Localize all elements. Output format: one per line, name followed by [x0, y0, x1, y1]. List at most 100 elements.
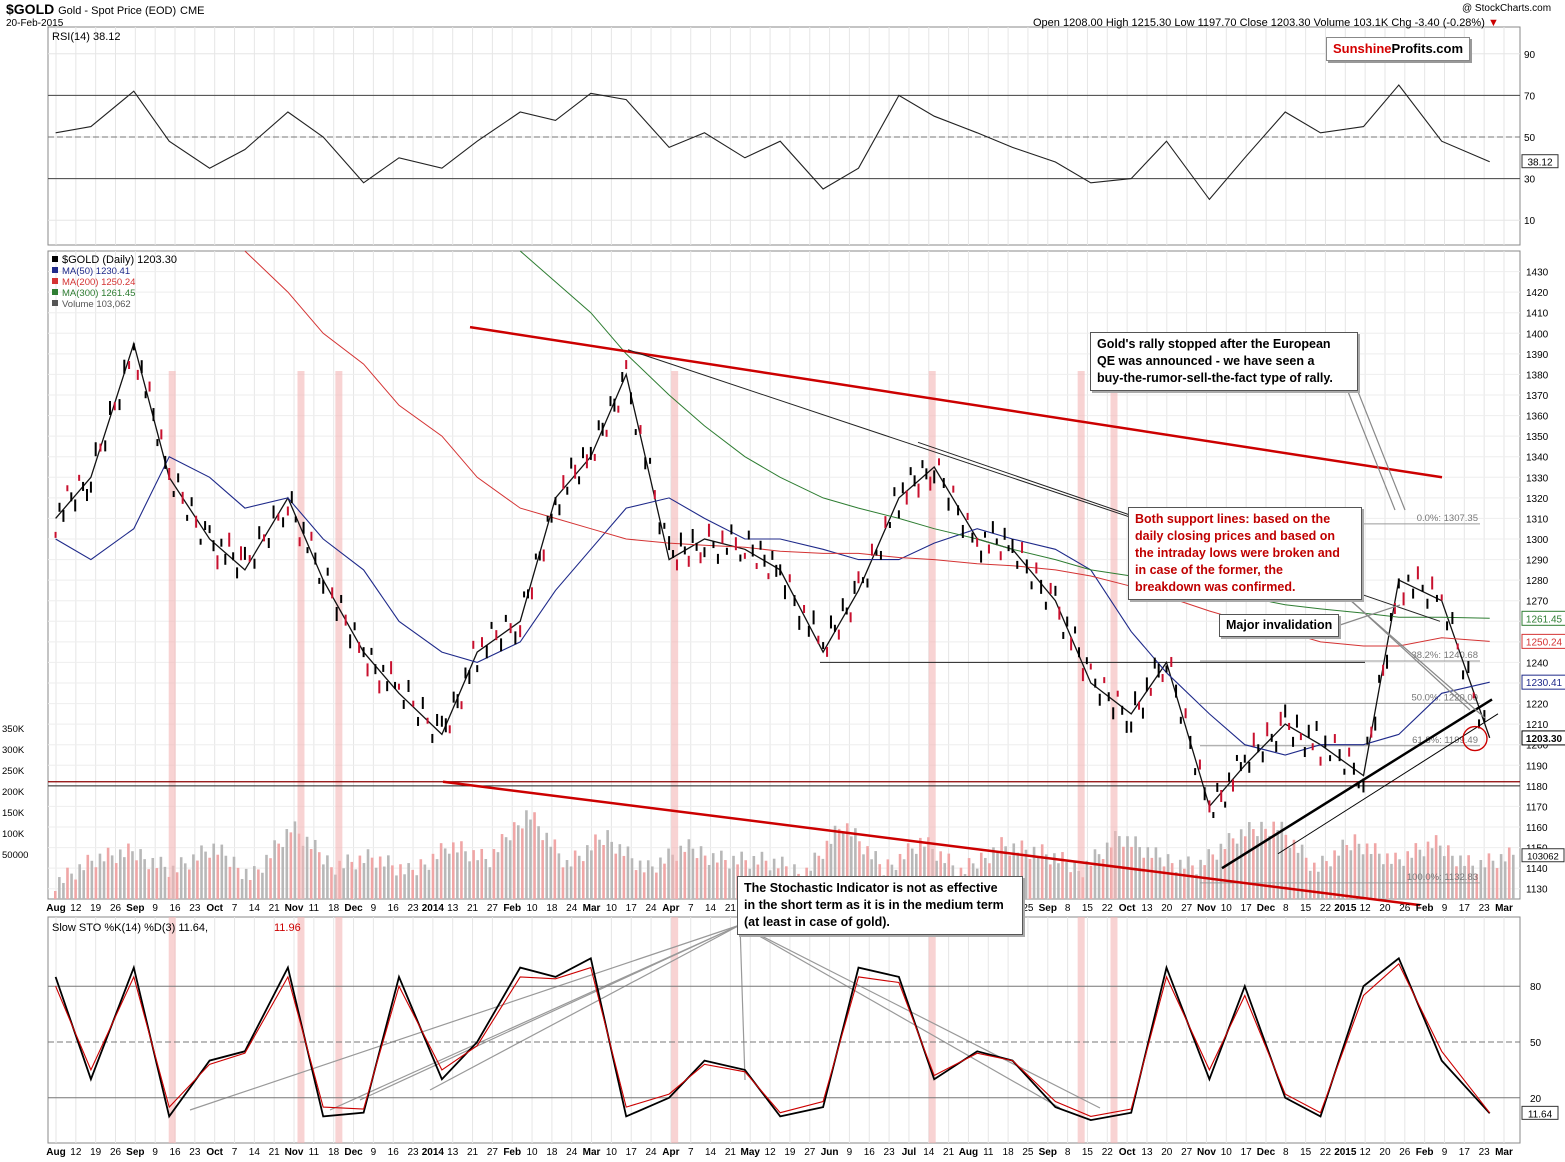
- stochastic-note-line: The Stochastic Indicator is not as effec…: [744, 881, 998, 895]
- volume-bar: [1292, 839, 1296, 899]
- x-axis-label: 27: [487, 903, 499, 914]
- price-line: [55, 341, 1491, 808]
- volume-bar: [102, 861, 106, 899]
- x-axis-label-bottom: 2014: [422, 1147, 445, 1157]
- highlight-band: [168, 371, 176, 899]
- x-axis-label-bottom: 22: [1320, 1147, 1332, 1157]
- volume-bar: [54, 891, 57, 899]
- volume-bar: [1430, 848, 1434, 899]
- volume-bar: [1317, 871, 1320, 899]
- volume-bar: [370, 857, 374, 899]
- x-axis-label: 20: [1161, 903, 1173, 914]
- volume-bar: [1073, 860, 1076, 899]
- volume-bar: [1093, 849, 1097, 899]
- volume-bar: [1296, 852, 1300, 899]
- volume-bar: [525, 810, 528, 899]
- symbol-text: $GOLD: [6, 1, 55, 17]
- volume-bar: [244, 868, 248, 899]
- volume-bar: [159, 856, 163, 899]
- highlight-band: [1077, 371, 1085, 899]
- volume-bar: [293, 821, 297, 899]
- date: 20-Feb-2015: [6, 18, 64, 29]
- volume-bar: [90, 860, 94, 899]
- support-note-line: in case of the former, the: [1135, 563, 1283, 577]
- volume-bar: [1337, 855, 1340, 899]
- volume-bar: [354, 869, 358, 899]
- x-axis-label-bottom: 16: [388, 1147, 400, 1157]
- volume-bar: [565, 860, 569, 899]
- x-axis-label: 15: [1300, 903, 1312, 914]
- volume-bar: [1377, 853, 1381, 899]
- brand-logo[interactable]: SunshineProfits.com: [1326, 37, 1470, 61]
- callout-line: [1349, 599, 1486, 719]
- x-axis-label-bottom: 9: [847, 1147, 853, 1157]
- volume-bar: [646, 860, 650, 899]
- volume-bar: [346, 854, 350, 899]
- volume-bar: [480, 848, 484, 899]
- stochastic-callout-line: [189, 924, 741, 1111]
- volume-bar: [1487, 853, 1491, 899]
- volume-bar: [634, 870, 638, 899]
- legend-ma50: MA(50) 1230.41: [62, 266, 130, 277]
- sto-legend: Slow STO %K(14) %D(3) 11.64,: [52, 922, 208, 934]
- x-axis-label-bottom: Mar: [583, 1147, 601, 1157]
- rsi-tick-label: 70: [1524, 91, 1536, 102]
- sto-tick-label: 80: [1530, 982, 1542, 993]
- x-axis-label-bottom: 16: [864, 1147, 876, 1157]
- volume-bar: [66, 867, 69, 899]
- volume-bar: [1272, 821, 1275, 899]
- x-axis-label: 10: [606, 903, 618, 914]
- volume-bar: [484, 859, 488, 899]
- callout-line: [1354, 383, 1406, 511]
- volume-bar: [679, 845, 683, 899]
- legend-swatch: [52, 289, 58, 295]
- volume-bar: [1264, 828, 1267, 899]
- x-axis-label: 22: [1320, 903, 1332, 914]
- x-axis-label-bottom: Oct: [206, 1147, 223, 1157]
- rally-note-line: QE was announced - we have seen a: [1097, 354, 1315, 368]
- volume-bar: [179, 857, 183, 899]
- price-tick-label: 1330: [1526, 473, 1549, 484]
- x-axis-label-bottom: 15: [1300, 1147, 1312, 1157]
- volume-bar: [1373, 843, 1377, 899]
- volume-bar: [261, 872, 264, 899]
- volume-bar: [1061, 852, 1064, 899]
- x-axis-label-bottom: Feb: [1416, 1147, 1434, 1157]
- volume-tick-label: 200K: [2, 787, 25, 798]
- volume-bar: [508, 840, 512, 899]
- volume-bar: [285, 829, 289, 899]
- support-note-line: Both support lines: based on the: [1135, 512, 1331, 526]
- volume-bar: [618, 844, 622, 899]
- volume-bar: [1146, 847, 1150, 899]
- volume-bar: [265, 854, 268, 899]
- x-axis-label: Oct: [206, 903, 223, 914]
- volume-last-value-box: [1521, 848, 1565, 863]
- volume-bar: [1304, 857, 1308, 899]
- x-axis-label-bottom: May: [741, 1147, 761, 1157]
- x-axis-label-bottom: 15: [1082, 1147, 1094, 1157]
- volume-bar: [143, 859, 146, 899]
- chg-value: -3.40 (-0.28%): [1414, 17, 1485, 29]
- x-axis-label: Mar: [1495, 903, 1513, 914]
- volume-bar: [923, 846, 926, 899]
- volume-bar: [529, 819, 532, 899]
- high-value: 1215.30: [1131, 17, 1172, 29]
- volume-bar: [98, 853, 102, 899]
- x-axis-label-bottom: 23: [1479, 1147, 1491, 1157]
- x-axis-label-bottom: Dec: [344, 1147, 363, 1157]
- exchange: CME: [180, 5, 205, 17]
- fibonacci-label: 38.2%: 1240.68: [1411, 650, 1478, 661]
- x-axis-label-bottom: 20: [1379, 1147, 1391, 1157]
- x-axis-label-bottom: 21: [269, 1147, 281, 1157]
- x-axis-label-bottom: 22: [1102, 1147, 1114, 1157]
- volume-bar: [598, 839, 601, 899]
- volume-bar: [1130, 846, 1133, 899]
- x-axis-label-bottom: Oct: [1119, 1147, 1136, 1157]
- volume-bar: [711, 853, 715, 899]
- price-tick-label: 1290: [1526, 556, 1549, 567]
- volume-bar: [1268, 835, 1271, 899]
- x-axis-label: 16: [388, 903, 400, 914]
- volume-bar: [1260, 821, 1263, 899]
- volume-bar: [1276, 829, 1280, 899]
